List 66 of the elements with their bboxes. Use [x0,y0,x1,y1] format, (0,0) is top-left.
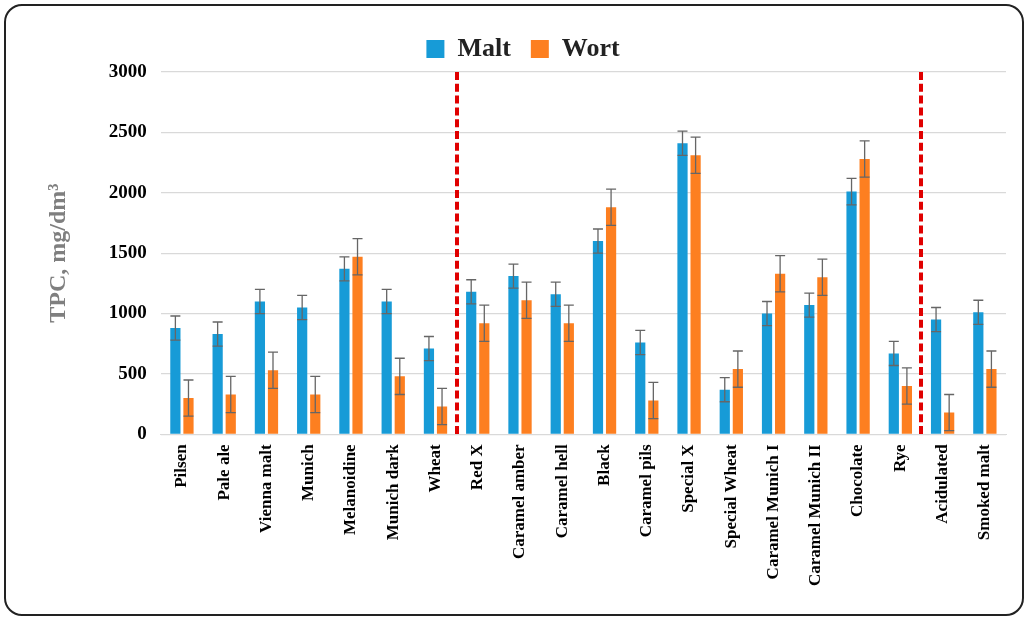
bar [761,313,773,434]
y-tick-label: 500 [118,361,147,383]
bar [930,319,942,434]
x-tick-label: Caramel hell [551,444,571,539]
bar [690,155,701,434]
bar [225,394,236,434]
bar [466,291,477,434]
x-tick-label: Caramel pils [636,443,656,538]
bar [846,191,857,434]
bar [804,305,815,434]
x-tick-label: Acidulated [932,443,951,524]
y-tick-label: 3000 [108,59,147,81]
x-tick-label: Rye [889,443,909,473]
bar [973,312,984,434]
bar [508,276,519,434]
x-tick-label: Smoked malt [974,444,994,541]
bar [563,323,574,434]
bar [521,300,532,434]
x-tick-label: Pale ale [213,443,233,501]
x-tick-label: Wheat [424,444,444,493]
bar [888,353,899,434]
bar [732,369,743,434]
x-tick-label: Caramel Munich II [805,443,825,587]
x-tick-label: Vienna malt [255,444,275,533]
x-tick-label: Special X [678,443,698,513]
y-tick-label: 2000 [108,180,147,202]
legend-label: Wort [561,32,620,62]
bar [677,143,688,434]
x-tick-label: Pilsen [171,443,191,488]
x-tick-label: Red X [467,443,487,491]
bar [605,207,617,434]
bar [423,348,435,434]
bar [297,307,308,434]
x-tick-label: Munich [298,443,318,502]
bar [254,301,266,434]
x-tick-label: Caramel amber [509,443,529,560]
bar [339,268,350,434]
bar [267,370,279,434]
bar [170,328,181,434]
bar [183,398,194,434]
bar [986,369,997,434]
legend-label: Malt [457,32,512,62]
bar [550,294,561,434]
bar [592,241,604,434]
bar [479,323,490,434]
bar [394,376,405,434]
x-tick-label: Caramel Munich I [762,443,782,580]
x-tick-label: Melanoidine [340,443,360,536]
y-tick-label: 2500 [108,120,147,142]
bar [859,158,870,434]
bar [212,334,223,434]
bar [635,342,646,434]
x-tick-label: Chocolate [847,443,867,518]
bar [719,389,730,434]
x-tick-label: Munich dark [382,443,402,541]
bar [775,273,786,434]
bar [817,277,828,434]
bar [352,256,363,434]
y-tick-label: 0 [137,422,147,444]
x-tick-label: Special Wheat [720,444,740,549]
y-tick-label: 1500 [108,241,147,263]
bar [310,394,321,434]
x-tick-label: Black [593,443,613,486]
y-tick-label: 1000 [108,301,147,323]
y-axis-title: TPC, mg/dm³ [43,183,70,323]
bar [381,301,392,434]
